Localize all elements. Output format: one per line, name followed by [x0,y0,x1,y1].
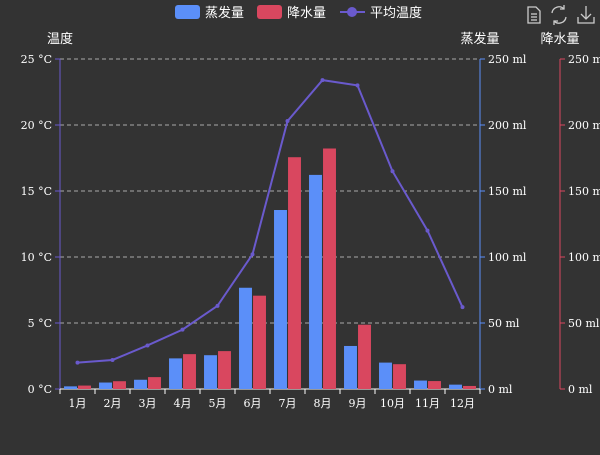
restore-icon[interactable] [551,5,567,25]
y-axis-temp-tick-label: 10 °C [21,251,52,264]
save-as-image-icon[interactable] [577,6,595,24]
point-temp [110,357,115,362]
bar-evap [64,386,77,389]
legend-swatch-rain [257,5,282,19]
data-view-icon[interactable] [527,6,541,24]
bar-rain [288,157,301,389]
y-axis-name-rain: 降水量 [540,32,579,47]
legend-item-evap[interactable]: 蒸发量 [175,5,244,21]
x-axis-tick-label: 1月 [69,397,87,410]
bar-evap [379,362,392,389]
legend[interactable]: 蒸发量 降水量 平均温度 [175,5,422,21]
point-temp [320,78,325,83]
point-temp [425,228,430,233]
bar-evap [204,355,217,389]
data-view-icon-outline [527,6,541,24]
restore-icon-arrow-bottom [553,20,558,25]
legend-item-rain[interactable]: 降水量 [257,5,326,21]
save-icon-arrowhead [580,13,592,20]
y-axis-rain-tick-label: 100 ml [568,251,600,264]
x-axis-tick-label: 7月 [279,397,297,410]
legend-label-temp: 平均温度 [370,5,422,21]
x-axis-tick-label: 11月 [415,397,440,410]
x-axis-tick-label: 5月 [209,397,227,410]
bar-rain [323,148,336,389]
bar-rain [393,364,406,389]
y-axis-rain-tick-label: 0 ml [568,383,593,396]
tick-labels: 0 °C 5 °C 10 °C 15 °C 20 °C 25 °C 0 ml 50 ml 100… [21,53,600,410]
x-axis-tick-label: 10月 [380,397,405,410]
restore-icon-arrow-top [560,5,565,10]
bar-evap [239,287,252,389]
y-axis-temp-tick-label: 5 °C [28,317,52,330]
save-icon-tray [577,17,595,24]
temperature-line [75,78,465,365]
bar-rain [78,385,91,389]
legend-label-evap: 蒸发量 [205,5,244,21]
legend-swatch-evap [175,5,200,19]
legend-label-rain: 降水量 [287,6,326,21]
bar-evap [99,382,112,389]
bar-evap [309,174,322,389]
point-temp [390,169,395,174]
y-axis-name-evap: 蒸发量 [460,31,499,47]
x-axis-tick-label: 3月 [139,397,157,410]
legend-marker-temp [347,7,357,17]
bar-evap [274,210,287,389]
bar-evap [414,380,427,389]
y-axis-evap-tick-label: 50 ml [488,317,520,330]
bar-rain [463,385,476,389]
y-axis-evap-tick-label: 100 ml [488,251,527,264]
point-temp [145,343,150,348]
y-axis-evap-tick-label: 200 ml [488,119,527,132]
bar-rain [113,381,126,389]
y-axis-rain-tick-label: 200 ml [568,119,600,132]
restore-icon-arc-top [551,6,565,14]
bar-rain [148,377,161,389]
axes [55,58,565,394]
y-axis-evap-tick-label: 150 ml [488,185,527,198]
y-axis-rain-tick-label: 150 ml [568,185,600,198]
toolbox[interactable] [527,5,595,25]
point-temp [285,119,290,124]
point-temp [250,252,255,257]
y-axis-temp-tick-label: 20 °C [21,119,52,132]
y-axis-rain-tick-label: 50 ml [568,317,600,330]
bar-evap [449,384,462,389]
bar-rain [218,351,231,389]
bar-rain [358,324,371,389]
bars [64,148,476,389]
x-axis-tick-label: 12月 [450,397,475,410]
point-temp [180,327,185,332]
point-temp [215,303,220,308]
y-axis-temp-tick-label: 25 °C [21,53,52,66]
y-axis-temp-tick-label: 15 °C [21,185,52,198]
bar-rain [428,381,441,389]
bar-rain [183,354,196,389]
bar-evap [169,358,182,389]
legend-item-temp[interactable]: 平均温度 [340,5,422,21]
y-axis-temp-tick-label: 0 °C [28,383,52,396]
point-temp [460,305,465,310]
line-temp [77,79,464,364]
point-temp [75,360,80,365]
bar-rain [253,295,266,389]
x-axis-tick-label: 4月 [174,397,192,410]
x-axis-tick-label: 9月 [349,397,367,410]
y-axis-evap-tick-label: 0 ml [488,383,513,396]
y-axis-evap-tick-label: 250 ml [488,53,527,66]
x-axis-tick-label: 6月 [244,397,262,410]
bar-evap [134,379,147,389]
restore-icon-arc-bottom [553,16,567,24]
x-axis-tick-label: 2月 [104,397,122,410]
point-temp [355,83,360,88]
x-axis-tick-label: 8月 [314,397,332,410]
bar-evap [344,345,357,389]
y-axis-name-temp: 温度 [47,31,73,47]
y-axis-rain-tick-label: 250 ml [568,53,600,66]
